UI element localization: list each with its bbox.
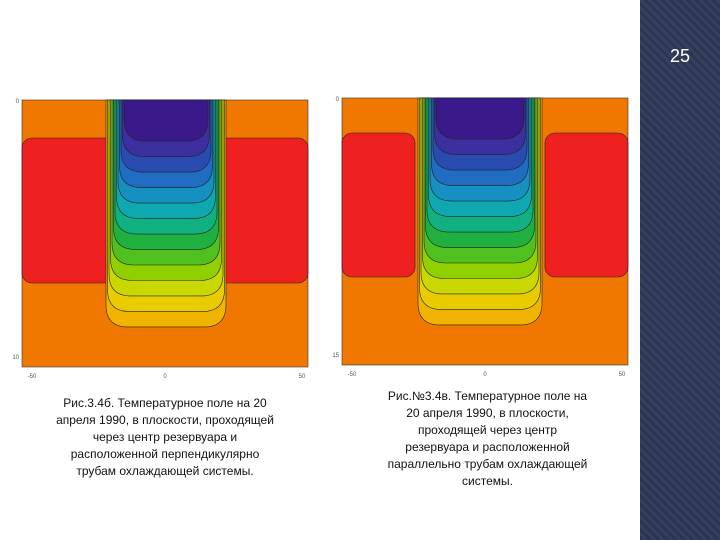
y-tick-label: 15 (332, 353, 339, 359)
x-tick-label: 50 (299, 374, 306, 380)
plots: -50 0 50 0 10 -50 0 50 0 15 (12, 97, 629, 380)
caption-line: системы. (462, 474, 513, 488)
x-tick-label: 50 (619, 372, 626, 378)
caption-line: Рис.3.4б. Температурное поле на 20 (63, 396, 267, 410)
x-tick-label: 0 (163, 374, 167, 380)
y-tick-label: 0 (336, 97, 340, 103)
caption: Рис.№3.4в. Температурное поле на 20 апрел… (340, 388, 635, 490)
caption-line: расположенной перпендикулярно (70, 447, 260, 461)
caption-line: 20 апреля 1990, в плоскости, (406, 406, 569, 420)
hot-region (544, 132, 629, 278)
y-tick-label: 0 (16, 99, 20, 105)
x-tick-label: -50 (28, 374, 37, 380)
caption-line: параллельно трубам охлаждающей (387, 457, 588, 471)
hot-region (21, 137, 116, 284)
x-tick-label: -50 (348, 372, 357, 378)
caption-line: проходящей через центр (418, 423, 557, 437)
caption-line: через центр резервуара и (92, 430, 238, 444)
caption-line: трубам охлаждающей системы. (76, 464, 254, 478)
side-panel (640, 0, 720, 540)
y-tick-label: 10 (12, 355, 19, 361)
caption-line: Рис.№3.4в. Температурное поле на (387, 389, 588, 403)
caption: Рис.3.4б. Температурное поле на 20 апреля… (20, 395, 310, 480)
x-tick-label: 0 (483, 372, 487, 378)
contour-band (435, 97, 525, 140)
caption-line: резервуара и расположенной (405, 440, 570, 454)
caption-line: апреля 1990, в плоскости, проходящей (56, 413, 274, 427)
contour-band (123, 99, 209, 142)
hot-region (341, 132, 416, 278)
slide-number: 25 (669, 46, 691, 66)
